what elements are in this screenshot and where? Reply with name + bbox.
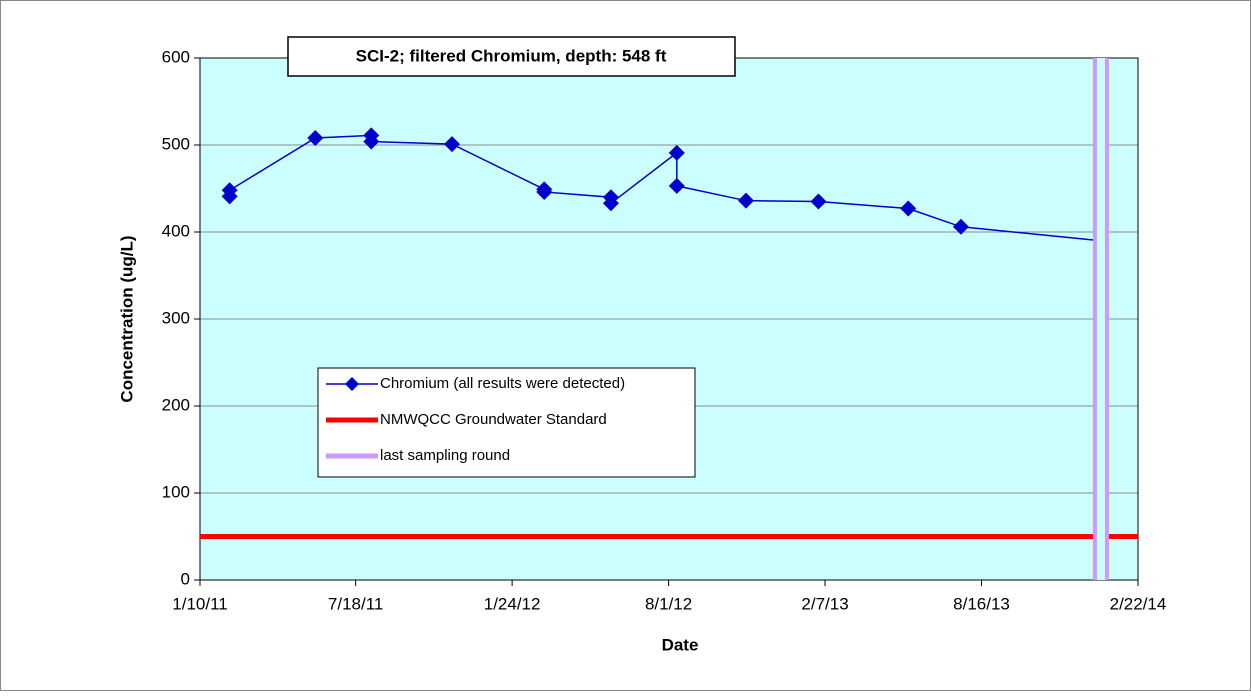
legend-marker: [345, 377, 359, 391]
marker: [363, 133, 380, 150]
marker: [668, 144, 685, 161]
x-tick-label: 2/7/13: [801, 594, 848, 613]
marker: [668, 177, 685, 194]
chart-title: SCI-2; filtered Chromium, depth: 548 ft: [356, 46, 667, 65]
x-axis-label: Date: [662, 635, 699, 654]
x-tick-label: 2/22/14: [1110, 594, 1167, 613]
marker: [221, 182, 238, 199]
y-tick-label: 500: [162, 134, 190, 153]
marker: [602, 195, 619, 212]
y-tick-label: 200: [162, 395, 190, 414]
x-tick-label: 1/10/11: [172, 594, 227, 613]
legend-label: last sampling round: [380, 447, 510, 464]
marker: [952, 218, 969, 235]
y-tick-label: 0: [181, 569, 190, 588]
x-tick-label: 8/1/12: [645, 594, 692, 613]
y-tick-label: 300: [162, 308, 190, 327]
title-box: [287, 36, 736, 77]
x-tick-label: 1/24/12: [484, 594, 541, 613]
marker: [900, 200, 917, 217]
y-tick-label: 400: [162, 221, 190, 240]
x-tick-label: 7/18/11: [328, 594, 383, 613]
marker: [536, 183, 553, 200]
marker: [738, 192, 754, 209]
y-tick-label: 100: [162, 482, 190, 501]
x-tick-label: 8/16/13: [953, 594, 1010, 613]
legend-label: Chromium (all results were detected): [380, 375, 625, 392]
y-tick-label: 600: [162, 47, 190, 66]
marker: [307, 130, 324, 147]
legend-box: [317, 367, 696, 478]
legend-label: NMWQCC Groundwater Standard: [380, 411, 607, 428]
y-axis-label: Concentration (ug/L): [117, 235, 136, 402]
marker: [810, 193, 827, 210]
marker: [444, 136, 460, 153]
